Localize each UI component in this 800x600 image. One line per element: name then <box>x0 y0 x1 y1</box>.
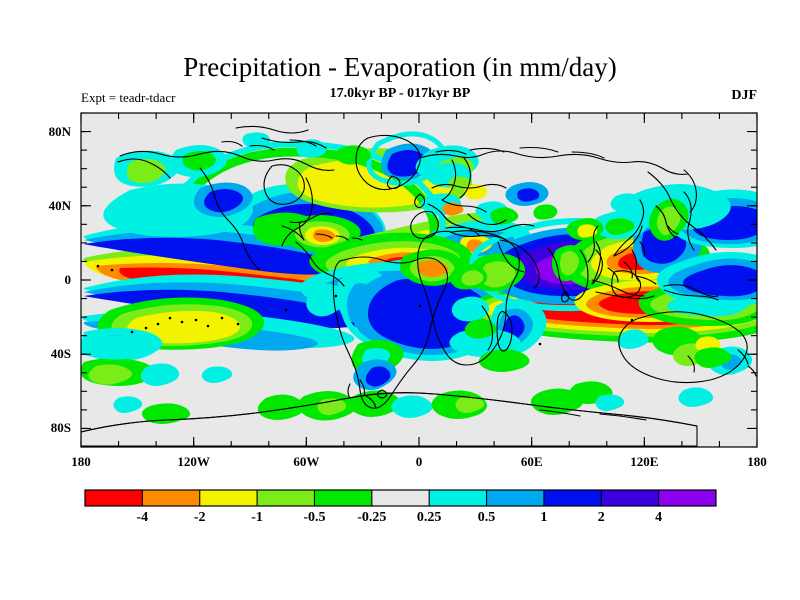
colorbar-segment <box>371 490 430 506</box>
colorbar-tick-label: 0.25 <box>416 510 442 525</box>
y-tick-label: 40N <box>48 197 71 213</box>
colorbar-segment <box>257 490 315 506</box>
colorbar-segment <box>486 490 544 506</box>
experiment-label: Expt = teadr-tdacr <box>81 90 176 105</box>
page-title: Precipitation - Evaporation (in mm/day) <box>183 52 617 82</box>
colorbar-tick-label: 4 <box>655 510 663 525</box>
figure-subtitle: 17.0kyr BP - 017kyr BP <box>329 86 471 101</box>
colorbar-tick-label: -0.5 <box>303 510 326 525</box>
x-tick-label: 60E <box>520 454 543 469</box>
colorbar-segment <box>142 490 200 506</box>
x-tick-label: 0 <box>415 454 423 469</box>
x-tick-label: 180 <box>747 454 767 469</box>
y-tick-label: 80N <box>48 123 71 139</box>
colorbar-tick-label: 2 <box>597 510 605 525</box>
colorbar-segment <box>601 490 659 506</box>
coastlines <box>81 125 757 447</box>
colorbar-segment <box>85 490 143 506</box>
colorbar <box>84 489 717 507</box>
x-tick-label: 120W <box>177 454 210 469</box>
x-tick-label: 180 <box>71 454 91 469</box>
colorbar-segment <box>429 490 487 506</box>
colorbar-segment <box>314 490 372 506</box>
y-tick-label: 0 <box>64 272 72 287</box>
colorbar-tick-label: -1 <box>251 510 263 525</box>
colorbar-tick-label: 1 <box>540 510 548 525</box>
axis-ticks <box>80 112 758 448</box>
colorbar-tick-label: 0.5 <box>477 510 496 525</box>
colorbar-tick-label: -4 <box>136 510 149 525</box>
y-tick-label: 80S <box>50 420 71 436</box>
colorbar-tick-label: -2 <box>193 510 206 525</box>
x-tick-label: 60W <box>293 454 320 469</box>
season-label: DJF <box>731 88 757 103</box>
colorbar-segment <box>199 490 258 506</box>
colorbar-segment <box>543 490 602 506</box>
x-tick-label: 120E <box>630 454 659 469</box>
colorbar-tick-label: -0.25 <box>357 510 387 525</box>
colorbar-segment <box>658 490 716 506</box>
y-tick-label: 40S <box>50 346 71 362</box>
